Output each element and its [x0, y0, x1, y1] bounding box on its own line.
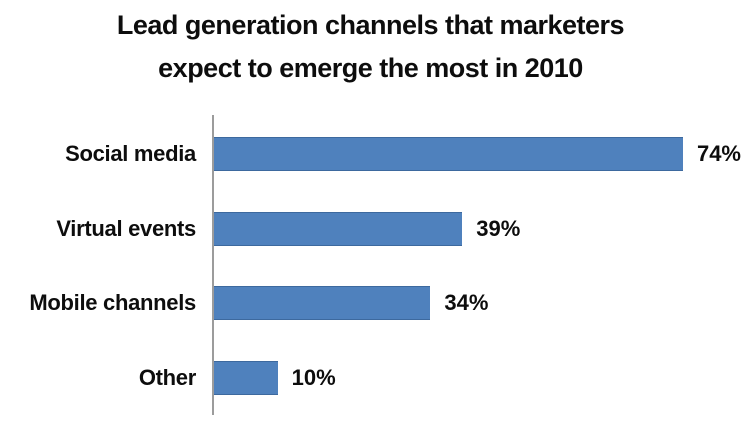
plot-region: Social media 74% Virtual events 39% Mobile c…: [0, 115, 741, 415]
bar-track: 74%: [214, 117, 741, 192]
bar-track: 39%: [214, 192, 741, 267]
chart-title: Lead generation channels that marketers …: [0, 4, 741, 90]
bar-row: Virtual events 39%: [0, 192, 741, 267]
bar-track: 10%: [214, 341, 741, 416]
value-label: 39%: [476, 215, 521, 241]
chart-title-line2: expect to emerge the most in 2010: [158, 53, 583, 83]
value-label: 10%: [291, 364, 336, 390]
category-label: Other: [138, 364, 196, 390]
bar-row: Social media 74%: [0, 117, 741, 192]
category-label: Social media: [65, 141, 196, 167]
chart-title-line1: Lead generation channels that marketers: [116, 10, 625, 40]
category-label: Virtual events: [56, 215, 196, 241]
bar: [214, 137, 683, 172]
bar: [214, 211, 463, 246]
bar: [214, 360, 278, 395]
value-label: 34%: [444, 290, 489, 316]
bar-track: 34%: [214, 266, 741, 341]
bar: [214, 286, 431, 321]
value-label: 74%: [696, 141, 741, 167]
y-axis-line: [212, 115, 214, 415]
bar-row: Mobile channels 34%: [0, 266, 741, 341]
category-label: Mobile channels: [29, 290, 196, 316]
bar-row: Other 10%: [0, 341, 741, 416]
bar-rows: Social media 74% Virtual events 39% Mobile c…: [0, 117, 741, 415]
